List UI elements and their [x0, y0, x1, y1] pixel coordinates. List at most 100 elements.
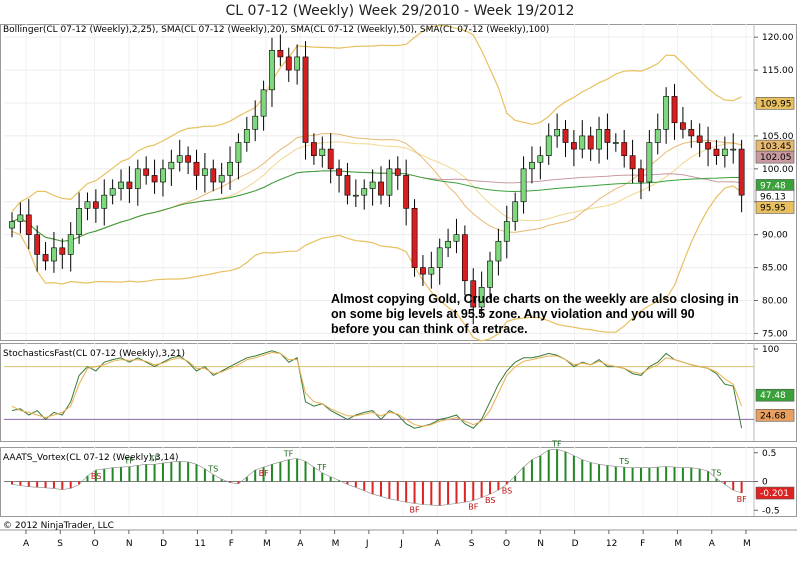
vortex-bar[interactable] — [480, 481, 483, 498]
candle[interactable] — [570, 142, 577, 150]
candle[interactable] — [143, 168, 150, 176]
vortex-bar[interactable] — [61, 481, 64, 490]
vortex-bar[interactable] — [581, 459, 584, 482]
vortex-bar[interactable] — [522, 467, 525, 482]
candle[interactable] — [361, 188, 368, 196]
candle[interactable] — [76, 208, 82, 235]
candle[interactable] — [344, 175, 351, 196]
vortex-bar[interactable] — [707, 471, 710, 482]
candle[interactable] — [730, 148, 737, 151]
candle[interactable] — [713, 148, 720, 156]
candle[interactable] — [134, 168, 141, 189]
vortex-bar[interactable] — [36, 481, 39, 488]
candle[interactable] — [554, 129, 561, 137]
vortex-bar[interactable] — [170, 461, 173, 482]
vortex-bar[interactable] — [715, 478, 718, 482]
vortex-bar[interactable] — [195, 464, 198, 482]
candle[interactable] — [579, 135, 586, 150]
vortex-bar[interactable] — [11, 481, 13, 485]
candle[interactable] — [378, 181, 384, 196]
candle[interactable] — [394, 168, 401, 176]
candle[interactable] — [453, 234, 460, 242]
candle[interactable] — [470, 280, 477, 308]
candle[interactable] — [436, 247, 443, 268]
candle[interactable] — [25, 214, 32, 235]
vortex-bar[interactable] — [380, 481, 382, 497]
stoch-line-k[interactable] — [11, 350, 743, 429]
candle[interactable] — [663, 96, 670, 130]
candle[interactable] — [612, 142, 619, 144]
vortex-bar[interactable] — [598, 464, 601, 482]
vortex-bar[interactable] — [447, 481, 450, 505]
vortex-bar[interactable] — [312, 467, 315, 482]
vortex-bar[interactable] — [245, 476, 248, 482]
vortex-bar[interactable] — [52, 481, 55, 489]
vortex-bar[interactable] — [698, 468, 701, 482]
vortex-bar[interactable] — [287, 459, 290, 482]
vortex-bar[interactable] — [44, 481, 47, 488]
vortex-bar[interactable] — [153, 464, 156, 482]
candle[interactable] — [512, 201, 519, 222]
candle[interactable] — [67, 234, 74, 255]
candle[interactable] — [269, 50, 275, 91]
candle[interactable] — [478, 287, 485, 308]
candle[interactable] — [151, 175, 158, 183]
candle[interactable] — [336, 168, 342, 176]
stochastics-lines[interactable] — [11, 350, 743, 429]
candle[interactable] — [176, 155, 183, 163]
vortex-bar[interactable] — [229, 481, 232, 483]
candle[interactable] — [638, 168, 644, 183]
vortex-bar[interactable] — [430, 481, 433, 506]
candle[interactable] — [42, 254, 49, 262]
vortex-bar[interactable] — [128, 466, 131, 482]
candle[interactable] — [403, 175, 410, 209]
candle[interactable] — [294, 56, 301, 71]
vortex-bar[interactable] — [665, 466, 668, 482]
vortex-bar[interactable] — [27, 481, 30, 487]
candle[interactable] — [235, 142, 242, 163]
candle[interactable] — [319, 148, 326, 156]
candle[interactable] — [352, 194, 359, 197]
vortex-bar[interactable] — [497, 481, 500, 491]
vortex-bar[interactable] — [120, 467, 123, 482]
candle[interactable] — [201, 168, 208, 176]
vortex-bar[interactable] — [606, 465, 609, 482]
vortex-bar[interactable] — [396, 481, 399, 501]
vortex-bar[interactable] — [572, 455, 575, 482]
vortex-bar[interactable] — [514, 475, 517, 482]
vortex-bar[interactable] — [530, 459, 533, 482]
vortex-bar[interactable] — [321, 472, 324, 482]
candle[interactable] — [503, 221, 510, 242]
candle[interactable] — [227, 161, 233, 176]
vortex-bar[interactable] — [94, 470, 97, 482]
vortex-bar[interactable] — [254, 470, 257, 482]
vortex-bar[interactable] — [212, 474, 215, 482]
vortex-bar[interactable] — [556, 449, 559, 482]
vortex-bar[interactable] — [438, 481, 441, 506]
vortex-bar[interactable] — [405, 481, 408, 503]
vortex-bar[interactable] — [732, 481, 735, 491]
candle[interactable] — [168, 161, 175, 170]
candle[interactable] — [386, 168, 393, 196]
vortex-bar[interactable] — [161, 463, 164, 482]
stoch-line-d[interactable] — [11, 351, 743, 427]
vortex-bar[interactable] — [673, 467, 676, 482]
vortex-bar[interactable] — [371, 481, 374, 495]
vortex-bar[interactable] — [86, 475, 89, 482]
candle[interactable] — [520, 168, 527, 203]
candle[interactable] — [537, 155, 544, 163]
vortex-bar[interactable] — [539, 455, 542, 482]
candle[interactable] — [285, 56, 292, 71]
candle[interactable] — [193, 161, 200, 176]
candle[interactable] — [596, 129, 602, 150]
candle[interactable] — [445, 240, 451, 249]
candle[interactable] — [721, 148, 728, 156]
candle[interactable] — [487, 260, 493, 288]
vortex-bar[interactable] — [463, 481, 466, 503]
candle[interactable] — [92, 201, 99, 209]
vortex-bar[interactable] — [547, 449, 550, 482]
candle[interactable] — [696, 135, 703, 143]
vortex-bar[interactable] — [262, 467, 265, 482]
vortex-bar[interactable] — [648, 467, 651, 482]
